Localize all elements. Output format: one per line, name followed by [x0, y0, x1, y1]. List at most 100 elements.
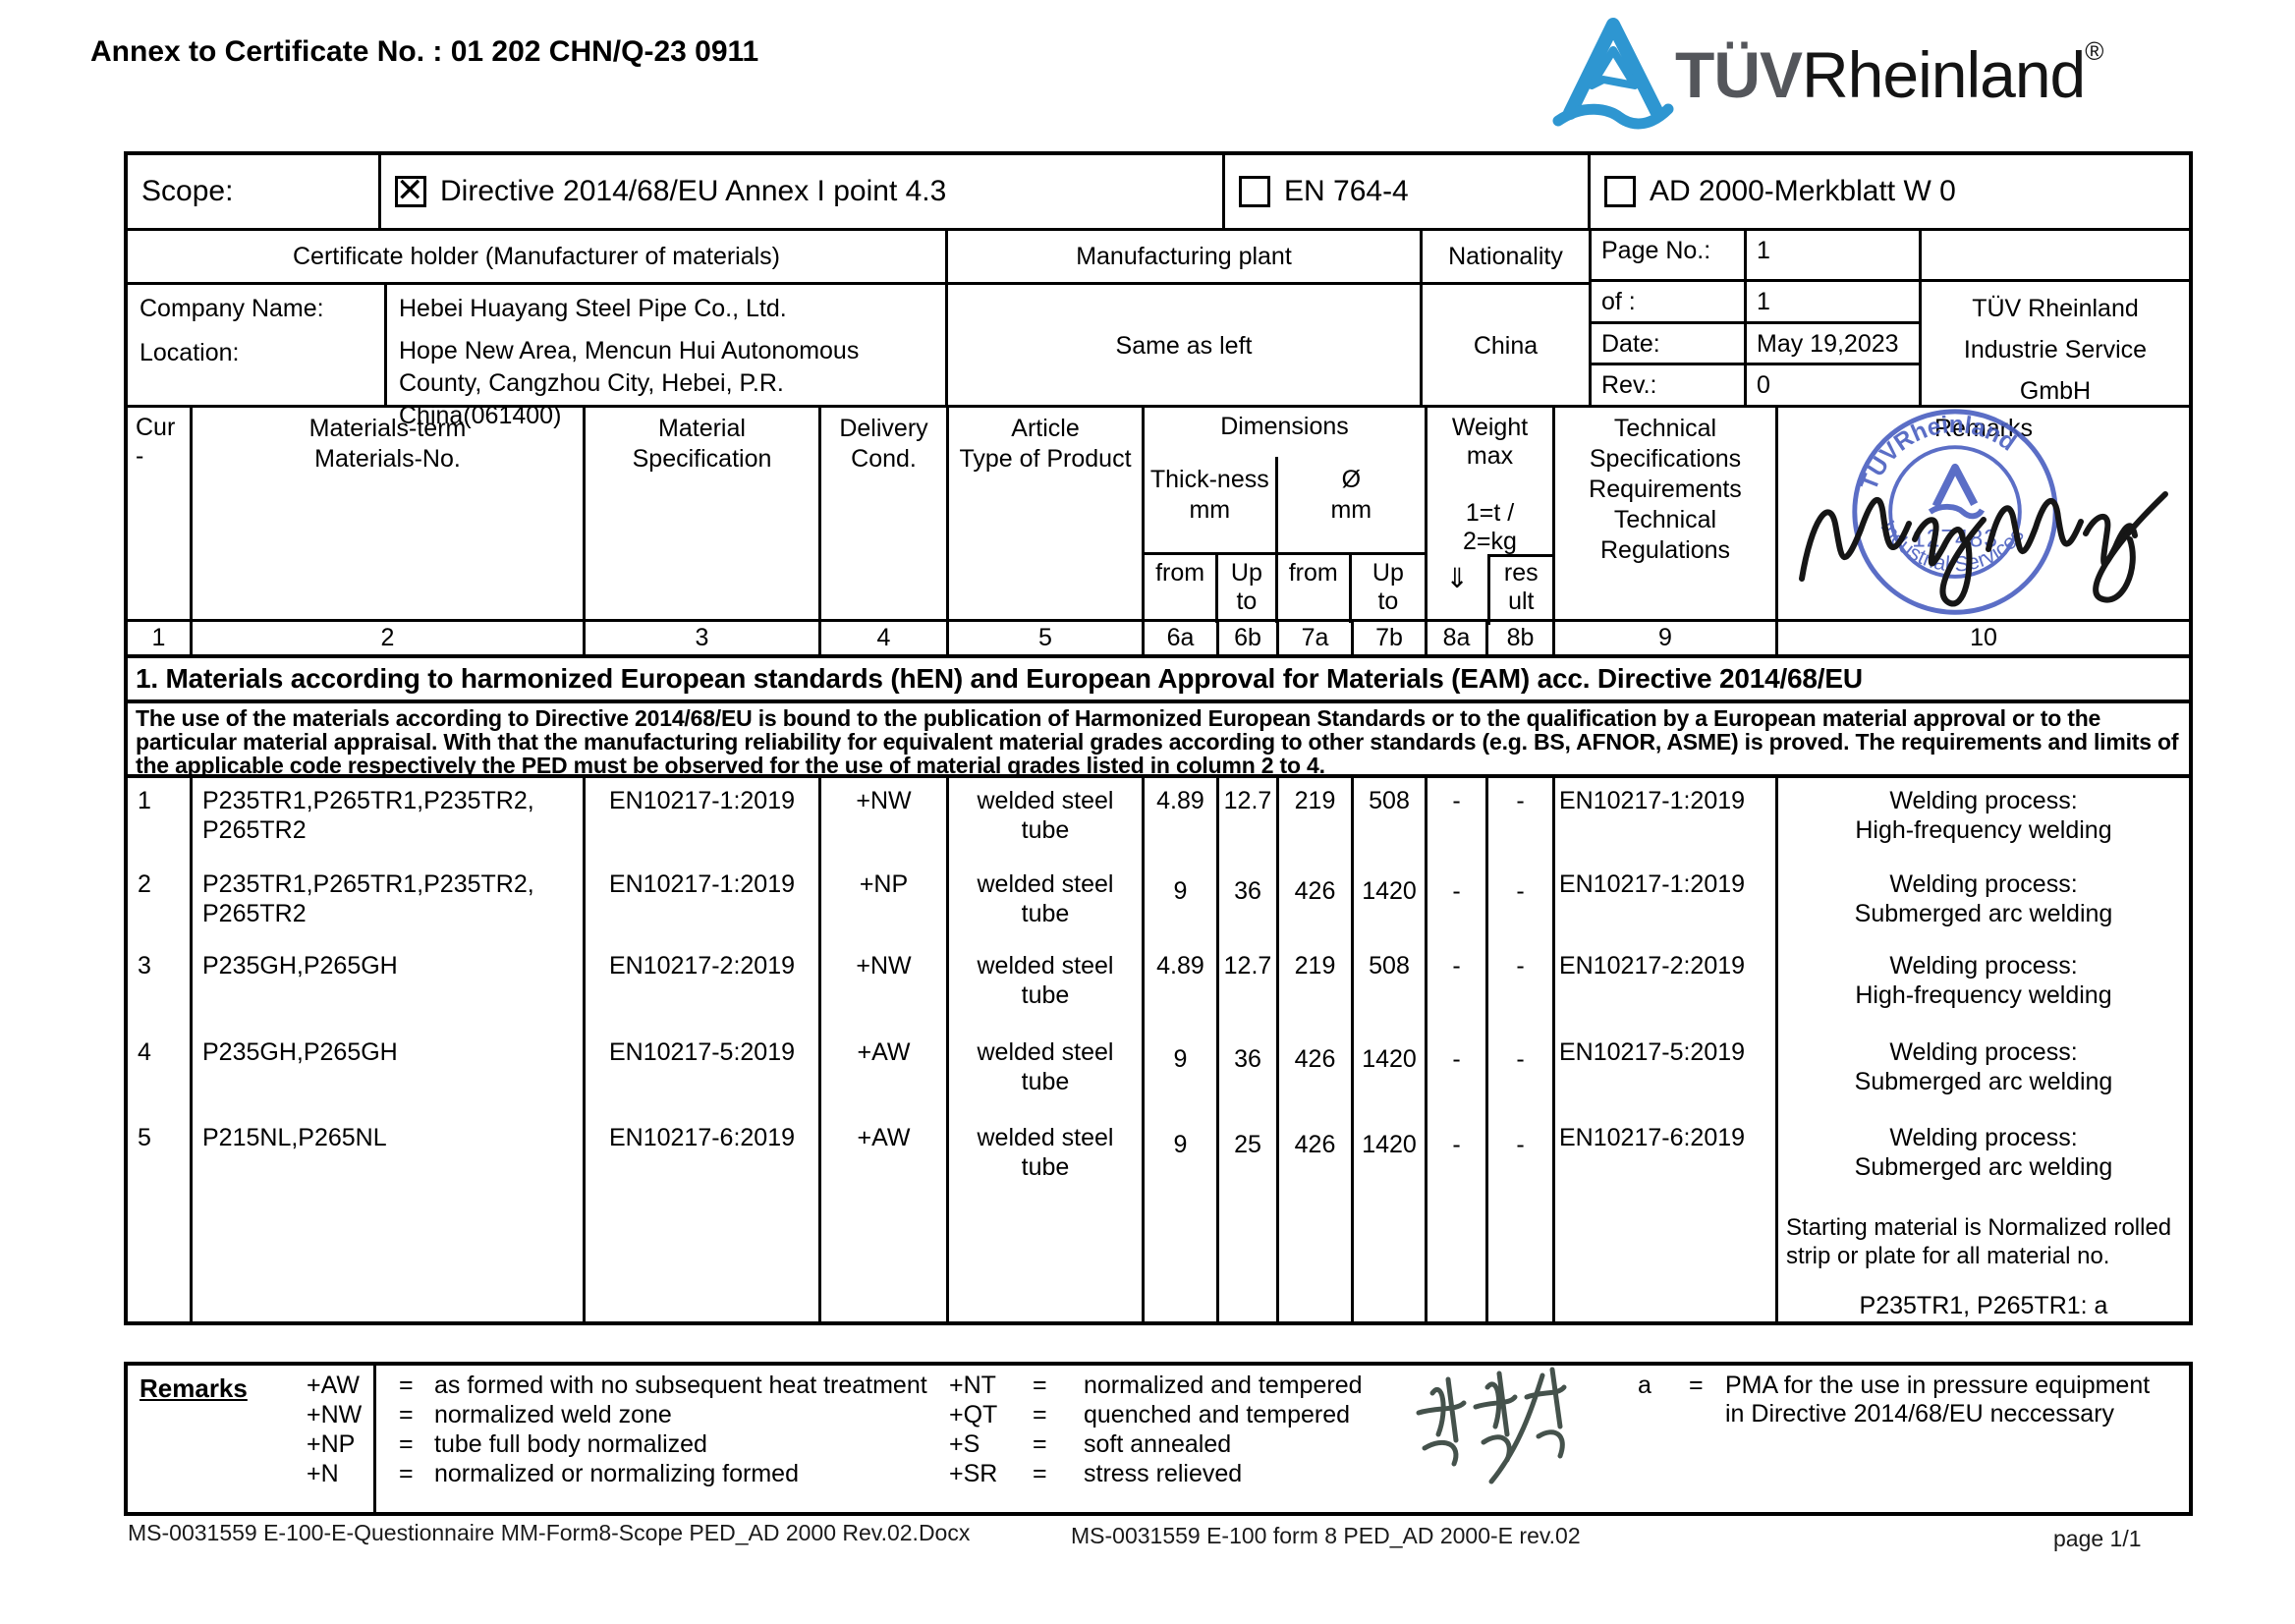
colnum-10: 10	[1970, 624, 1997, 651]
col-article: welded steel tube welded steel tube weld…	[949, 778, 1145, 1321]
col-cur: 1 2 3 4 5	[128, 778, 193, 1321]
row-no: 4	[138, 1038, 151, 1066]
diameter-from-header: from	[1278, 555, 1352, 623]
w1-cell: -	[1452, 952, 1461, 980]
pma-reference-note: P235TR1, P265TR1: a	[1859, 1292, 2108, 1319]
colnum-2: 2	[193, 622, 586, 654]
legend-item: +SR = stress relieved	[949, 1460, 1243, 1487]
legend-item: +N = normalized or normalizing formed	[307, 1460, 799, 1487]
cond-cell: +AW	[857, 1038, 911, 1066]
col-materials-header: Materials-term Materials-No.	[193, 408, 586, 619]
legend-item: +AW = as formed with no subsequent heat tr…	[307, 1372, 927, 1399]
d-from-cell: 426	[1294, 1131, 1336, 1158]
col-remarks-header: Remarks 127483	[1778, 408, 2189, 619]
weight-header-group: Weight max 1=t / 2=kg ⇓ res ult	[1427, 408, 1555, 625]
page-title: Annex to Certificate No. : 01 202 CHN/Q-…	[90, 35, 759, 68]
w2-cell: -	[1516, 952, 1525, 980]
inspector-signature-icon	[1405, 1358, 1592, 1500]
materials-table-header: Cur - Materials-term Materials-No. Mater…	[128, 408, 2189, 625]
remark-cell: Welding process: High-frequency welding	[1855, 787, 2112, 844]
col-diameter-upto: 508 1420 508 1420 1420	[1354, 778, 1427, 1321]
row-no: 2	[138, 870, 151, 898]
colnum-5: 5	[949, 622, 1145, 654]
col-cur-header: Cur -	[128, 408, 193, 619]
t-to-cell: 36	[1234, 1045, 1261, 1073]
checkbox-en764-icon	[1239, 176, 1270, 207]
nationality-header: Nationality	[1423, 231, 1592, 282]
materials-data-grid: 1 2 3 4 5 P235TR1,P265TR1,P235TR2, P265T…	[128, 778, 2189, 1321]
colnum-7a: 7a	[1279, 622, 1354, 654]
legend-item: +QT = quenched and tempered	[949, 1401, 1351, 1428]
d-to-cell: 508	[1369, 787, 1410, 814]
materials-cell: P215NL,P265NL	[202, 1124, 387, 1151]
tech-cell: EN10217-5:2019	[1559, 1038, 1746, 1066]
tech-cell: EN10217-1:2019	[1559, 870, 1746, 898]
section1-note: The use of the materials according to Di…	[136, 705, 2179, 778]
d-from-cell: 426	[1294, 877, 1336, 905]
row-no: 3	[138, 952, 151, 980]
tech-cell: EN10217-2:2019	[1559, 952, 1746, 980]
legend-divider	[373, 1366, 376, 1512]
legend-item: +S = soft annealed	[949, 1430, 1232, 1458]
weight-result-header: res ult	[1486, 554, 1552, 625]
t-from-cell: 9	[1173, 877, 1188, 905]
w2-cell: -	[1516, 1131, 1525, 1158]
col-diameter-from: 219 426 219 426 426	[1279, 778, 1354, 1321]
w2-cell: -	[1516, 877, 1525, 905]
section1-title-row: 1. Materials according to harmonized Eur…	[128, 658, 2189, 703]
w1-cell: -	[1452, 1045, 1461, 1073]
col-remarks: Welding process: High-frequency welding …	[1778, 778, 2189, 1321]
t-from-cell: 9	[1173, 1131, 1188, 1158]
d-to-cell: 508	[1369, 952, 1410, 980]
remark-cell: Welding process: Submerged arc welding	[1854, 1124, 2113, 1181]
holder-left: Certificate holder (Manufacturer of mate…	[128, 231, 1592, 429]
page-no-value: 1	[1747, 231, 1922, 279]
holder-labels: Company Name: Location:	[128, 285, 387, 408]
weight-title: Weight max 1=t / 2=kg	[1451, 414, 1529, 555]
scope-option-ad2000: AD 2000-Merkblatt W 0	[1591, 155, 2189, 228]
t-to-cell: 12.7	[1223, 952, 1272, 980]
section1-note-row: The use of the materials according to Di…	[128, 703, 2189, 778]
location-label: Location:	[140, 339, 240, 366]
cond-cell: +NW	[856, 952, 912, 980]
issuer-name: TÜV Rheinland Industrie Service GmbH	[1963, 295, 2148, 405]
w1-cell: -	[1452, 1131, 1461, 1158]
column-number-row: 1 2 3 4 5 6a 6b 7a 7b 8a 8b 9 10	[128, 622, 2189, 658]
col-tech-header: Technical Specifications Requirements Te…	[1555, 408, 1778, 619]
w2-cell: -	[1516, 787, 1525, 814]
location-value: Hope New Area, Mencun Hui Autonomous Cou…	[399, 337, 860, 429]
spec-cell: EN10217-1:2019	[608, 870, 796, 898]
tuv-rheinland-logo: TÜVRheinland®	[1552, 10, 2279, 138]
plant-value: Same as left	[948, 285, 1423, 408]
col-delivery-header: Delivery Cond.	[821, 408, 949, 619]
thickness-upto-header: Up to	[1218, 555, 1278, 623]
d-from-cell: 426	[1294, 1045, 1336, 1073]
cond-cell: +AW	[857, 1124, 911, 1151]
col-spec: EN10217-1:2019 EN10217-1:2019 EN10217-2:…	[586, 778, 821, 1321]
page-no-label: Page No.:	[1592, 231, 1747, 279]
company-name: Hebei Huayang Steel Pipe Co., Ltd.	[399, 295, 787, 322]
d-from-cell: 219	[1294, 787, 1336, 814]
remark-cell: Welding process: High-frequency welding	[1855, 952, 2112, 1009]
cond-cell: +NW	[856, 787, 912, 814]
diameter-header: Ø mm	[1330, 466, 1372, 524]
footer-left: MS-0031559 E-100-E-Questionnaire MM-Form…	[128, 1520, 971, 1545]
d-to-cell: 1420	[1362, 1045, 1417, 1073]
thickness-from-header: from	[1145, 555, 1219, 623]
article-cell: welded steel tube	[977, 870, 1114, 927]
of-value: 1	[1747, 282, 1922, 321]
article-cell: welded steel tube	[977, 952, 1114, 1009]
scope-option-en764: EN 764-4	[1225, 155, 1591, 228]
col-weight-8b: - - - - -	[1488, 778, 1555, 1321]
checkbox-directive-checked-icon	[395, 173, 426, 208]
legend-note-a: a = PMA for the use in pressure equipment …	[1638, 1372, 2151, 1428]
colnum-6a: 6a	[1145, 622, 1219, 654]
legend-item: +NP = tube full body normalized	[307, 1430, 707, 1458]
materials-cell: P235GH,P265GH	[202, 952, 398, 980]
thickness-header: Thick-ness mm	[1145, 457, 1278, 552]
company-name-label: Company Name:	[140, 295, 324, 322]
legend-item: +NT = normalized and tempered	[949, 1372, 1363, 1399]
signature-wang-weigang	[1784, 429, 2182, 621]
legend-item: +NW = normalized weld zone	[307, 1401, 672, 1428]
